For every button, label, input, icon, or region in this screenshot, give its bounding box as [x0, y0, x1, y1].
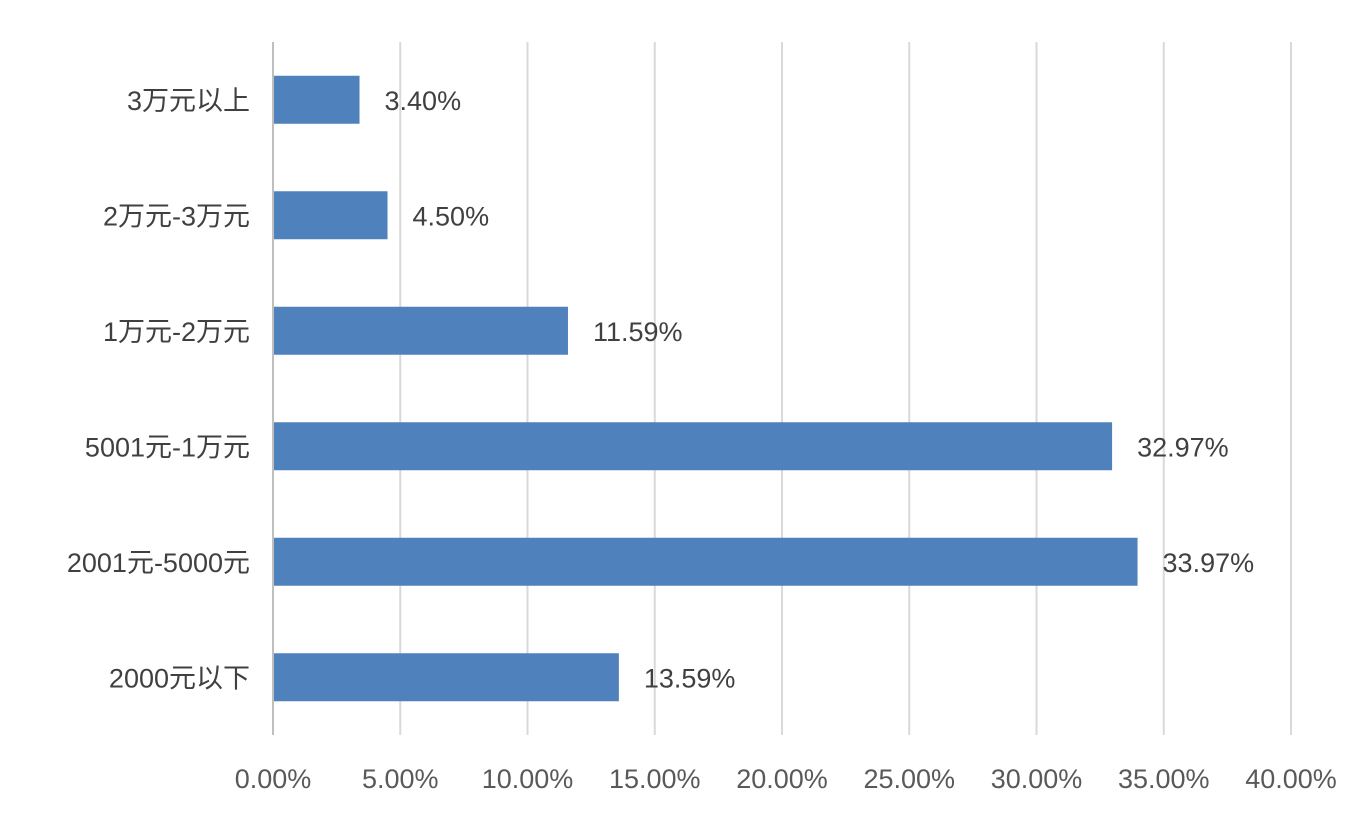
bars [274, 75, 1138, 702]
category-label: 1万元-2万元 [103, 317, 250, 347]
bar [274, 422, 1113, 471]
y-axis-categories: 3万元以上 2万元-3万元 1万元-2万元 5001元-1万元 2001元-5000元 2… [67, 86, 250, 694]
x-tick-label: 35.00% [1118, 764, 1210, 794]
x-tick-label: 15.00% [609, 764, 701, 794]
category-label: 5001元-1万元 [85, 432, 250, 462]
bar [274, 191, 388, 240]
data-label: 33.97% [1163, 548, 1255, 578]
gridlines [272, 42, 1292, 735]
data-label: 32.97% [1137, 432, 1229, 462]
category-label: 2000元以下 [109, 663, 250, 693]
x-tick-label: 25.00% [863, 764, 955, 794]
x-axis-ticks: 0.00% 5.00% 10.00% 15.00% 20.00% 25.00% 30.00%… [235, 764, 1337, 794]
data-label: 13.59% [644, 663, 736, 693]
x-tick-label: 40.00% [1245, 764, 1337, 794]
category-label: 2万元-3万元 [103, 201, 250, 231]
bar [274, 75, 360, 124]
category-label: 3万元以上 [127, 86, 250, 116]
x-tick-label: 0.00% [235, 764, 312, 794]
x-tick-label: 5.00% [362, 764, 439, 794]
bar [274, 306, 568, 355]
data-label: 11.59% [593, 317, 683, 347]
x-tick-label: 30.00% [991, 764, 1083, 794]
category-label: 2001元-5000元 [67, 548, 250, 578]
bar [274, 653, 619, 702]
data-labels: 3.40% 4.50% 11.59% 32.97% 33.97% 13.59% [385, 86, 1255, 694]
data-label: 4.50% [413, 201, 490, 231]
x-tick-label: 20.00% [736, 764, 828, 794]
data-label: 3.40% [385, 86, 462, 116]
x-tick-label: 10.00% [482, 764, 574, 794]
bar [274, 537, 1138, 586]
